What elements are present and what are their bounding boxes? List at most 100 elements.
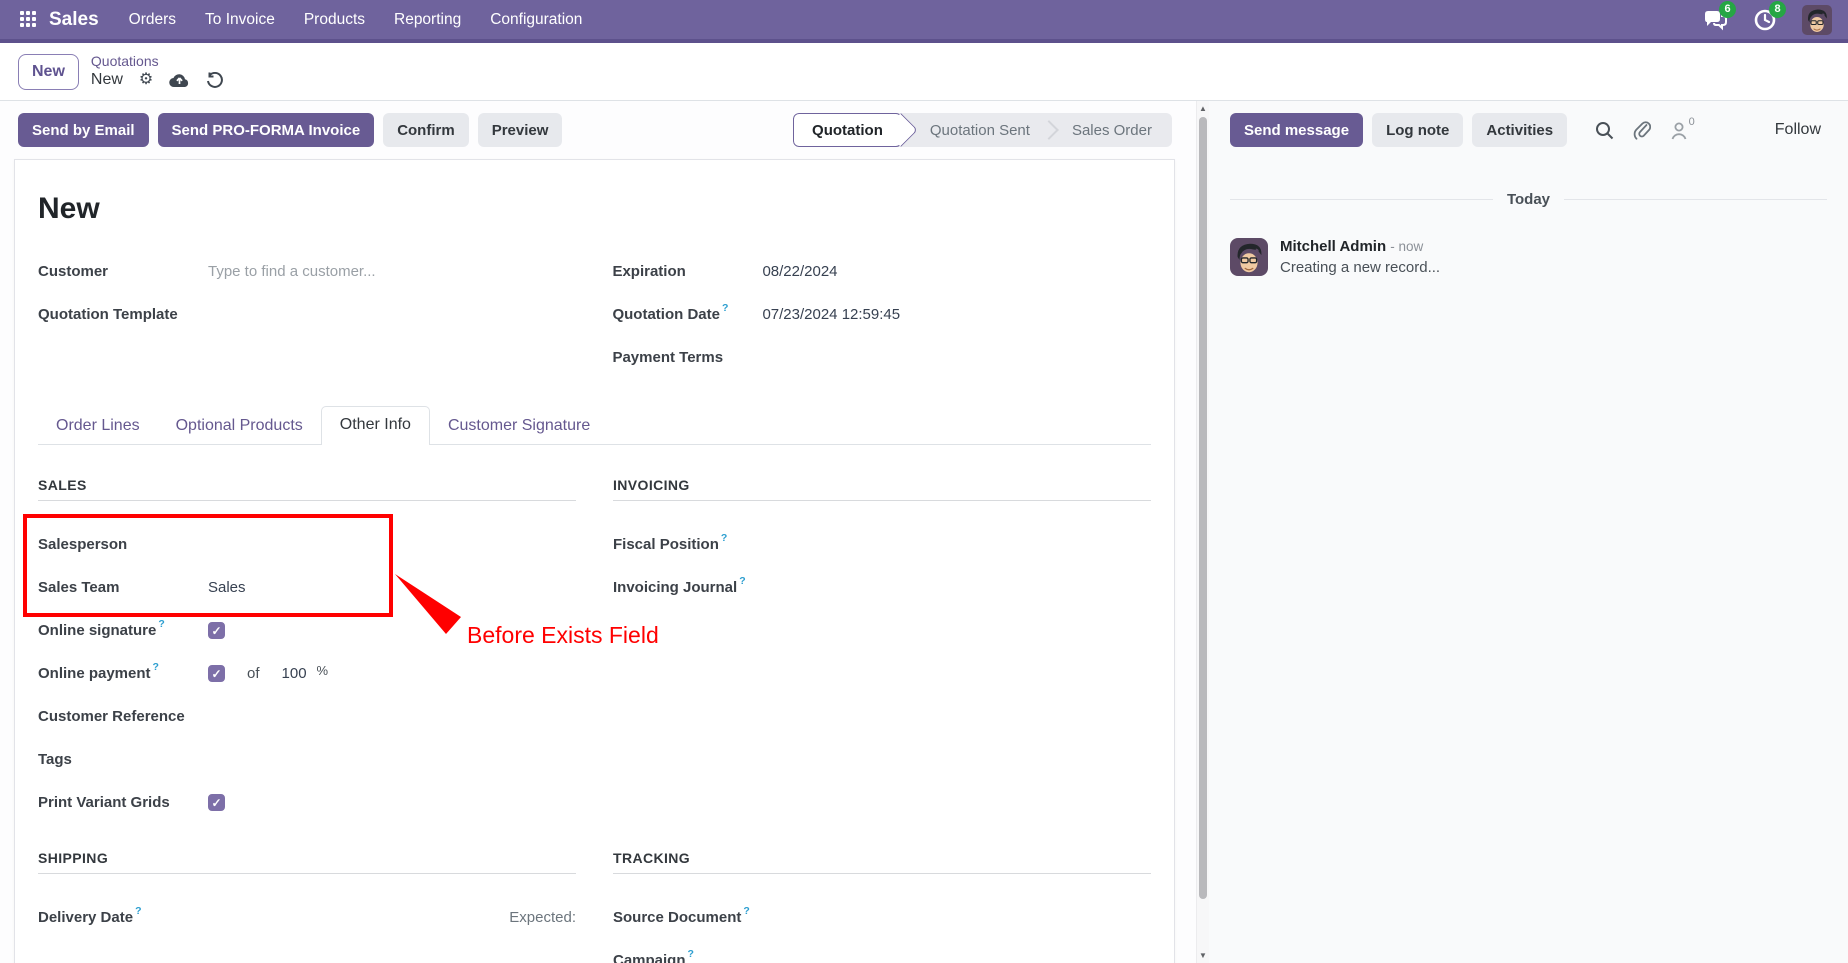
breadcrumb-row: New Quotations New ⚙ [0, 43, 1848, 100]
stage-quotation[interactable]: Quotation [793, 113, 902, 147]
invoicing-group-title: INVOICING [613, 477, 1151, 501]
menu-products[interactable]: Products [303, 10, 365, 28]
tab-customer-signature[interactable]: Customer Signature [447, 417, 591, 434]
discard-refresh-icon[interactable] [206, 71, 224, 89]
print-variant-grids-checkbox[interactable] [208, 794, 225, 811]
message-body: Creating a new record... [1280, 259, 1441, 276]
help-icon: ? [158, 618, 165, 630]
scrollbar-thumb[interactable] [1199, 117, 1207, 899]
percent-sign: % [316, 663, 329, 678]
main-menu: Orders To Invoice Products Reporting Con… [129, 11, 583, 29]
activities-button[interactable]: Activities [1472, 113, 1568, 147]
campaign-label: Campaign? [613, 948, 694, 963]
form-view: Send by Email Send PRO-FORMA Invoice Con… [0, 101, 1196, 963]
messages-menu[interactable]: 6 [1702, 0, 1736, 33]
invoicing-journal-label: Invoicing Journal? [613, 575, 746, 596]
quotation-date-label: Quotation Date? [612, 302, 729, 323]
record-title: New [38, 192, 100, 225]
preview-button[interactable]: Preview [477, 113, 563, 147]
menu-configuration[interactable]: Configuration [490, 10, 583, 28]
followers-icon[interactable]: 0 [1670, 116, 1695, 140]
scroll-down-icon[interactable]: ▼ [1199, 951, 1207, 960]
customer-input[interactable] [208, 263, 468, 280]
help-icon: ? [152, 661, 159, 673]
log-note-button[interactable]: Log note [1372, 113, 1464, 147]
date-divider-label: Today [1506, 191, 1551, 208]
online-payment-of-label: of [247, 665, 260, 682]
new-record-button[interactable]: New [18, 53, 79, 90]
follower-count: 0 [1688, 115, 1695, 128]
help-icon: ? [687, 948, 694, 960]
menu-reporting[interactable]: Reporting [394, 10, 462, 28]
attachment-icon[interactable] [1633, 120, 1651, 140]
user-avatar[interactable] [1802, 4, 1832, 35]
activities-menu[interactable]: 8 [1752, 0, 1786, 33]
tags-input[interactable] [208, 751, 468, 768]
tracking-group: TRACKING Source Document? Campaign? [613, 850, 1151, 963]
activities-badge: 8 [1769, 0, 1786, 18]
online-payment-checkbox[interactable] [208, 665, 225, 682]
message-avatar[interactable] [1230, 238, 1268, 276]
online-payment-percent-value[interactable]: 100 [281, 665, 307, 682]
notebook-tabs: Order Lines Optional Products Other Info… [38, 405, 1151, 445]
message-timestamp: - now [1390, 239, 1424, 254]
tab-optional-products[interactable]: Optional Products [175, 417, 303, 434]
stage-quotation-sent[interactable]: Quotation Sent [929, 121, 1030, 139]
fiscal-position-input[interactable] [783, 536, 1043, 553]
help-icon: ? [739, 575, 746, 587]
apps-menu-icon[interactable] [20, 11, 37, 28]
breadcrumb-parent[interactable]: Quotations [90, 52, 159, 69]
print-variant-grids-label: Print Variant Grids [38, 794, 170, 811]
payment-terms-input[interactable] [762, 349, 1023, 366]
fiscal-position-label: Fiscal Position? [613, 532, 728, 553]
help-icon: ? [720, 532, 728, 544]
gear-icon[interactable]: ⚙ [138, 71, 154, 89]
sales-team-value[interactable]: Sales [208, 579, 246, 596]
messages-badge: 6 [1719, 0, 1736, 18]
salesperson-input[interactable] [208, 536, 468, 553]
help-icon: ? [743, 905, 750, 917]
send-by-email-button[interactable]: Send by Email [18, 113, 149, 147]
source-document-input[interactable] [783, 909, 1043, 926]
online-signature-label: Online signature? [38, 618, 165, 639]
help-icon: ? [135, 905, 142, 917]
scroll-up-icon[interactable]: ▲ [1199, 104, 1207, 113]
chatter-message: Mitchell Admin - now Creating a new reco… [1230, 238, 1827, 276]
expiration-value[interactable]: 08/22/2024 [762, 263, 838, 280]
customer-reference-label: Customer Reference [38, 708, 185, 725]
quotation-template-input[interactable] [208, 306, 468, 323]
tab-order-lines[interactable]: Order Lines [56, 417, 140, 434]
invoicing-journal-input[interactable] [783, 579, 1043, 596]
online-signature-checkbox[interactable] [208, 622, 225, 639]
confirm-button[interactable]: Confirm [383, 113, 469, 147]
quotation-template-label: Quotation Template [38, 306, 178, 323]
quotation-sheet: New Customer Quotation Template Expirati… [14, 159, 1175, 963]
follow-button[interactable]: Follow [1774, 121, 1821, 138]
tracking-group-title: TRACKING [613, 850, 1151, 874]
search-messages-icon[interactable] [1595, 121, 1614, 140]
payment-terms-label: Payment Terms [612, 349, 724, 366]
menu-to-invoice[interactable]: To Invoice [205, 10, 275, 28]
invoicing-group: INVOICING Fiscal Position? Invoicing Jou… [613, 477, 1151, 824]
vertical-scrollbar[interactable]: ▲ ▼ [1196, 101, 1209, 963]
cloud-save-icon[interactable] [169, 73, 190, 88]
campaign-input[interactable] [783, 952, 1043, 963]
quotation-date-value[interactable]: 07/23/2024 12:59:45 [762, 306, 901, 323]
help-icon: ? [721, 302, 729, 314]
customer-reference-input[interactable] [208, 708, 468, 725]
status-bar: Quotation Quotation Sent Sales Order [793, 113, 1172, 147]
expected-label: Expected: [509, 909, 576, 926]
sales-team-label: Sales Team [38, 579, 120, 596]
send-proforma-button[interactable]: Send PRO-FORMA Invoice [157, 113, 375, 147]
sales-group-title: SALES [38, 477, 576, 501]
delivery-date-label: Delivery Date? [38, 905, 142, 926]
app-title[interactable]: Sales [49, 8, 99, 30]
stage-sales-order[interactable]: Sales Order [1071, 121, 1152, 139]
breadcrumb: Quotations New ⚙ [90, 52, 224, 91]
send-message-button[interactable]: Send message [1230, 113, 1364, 147]
shipping-group-title: SHIPPING [38, 850, 576, 874]
tab-other-info[interactable]: Other Info [320, 406, 430, 445]
menu-orders[interactable]: Orders [128, 10, 177, 28]
tags-label: Tags [38, 751, 72, 768]
message-author[interactable]: Mitchell Admin [1280, 238, 1387, 255]
